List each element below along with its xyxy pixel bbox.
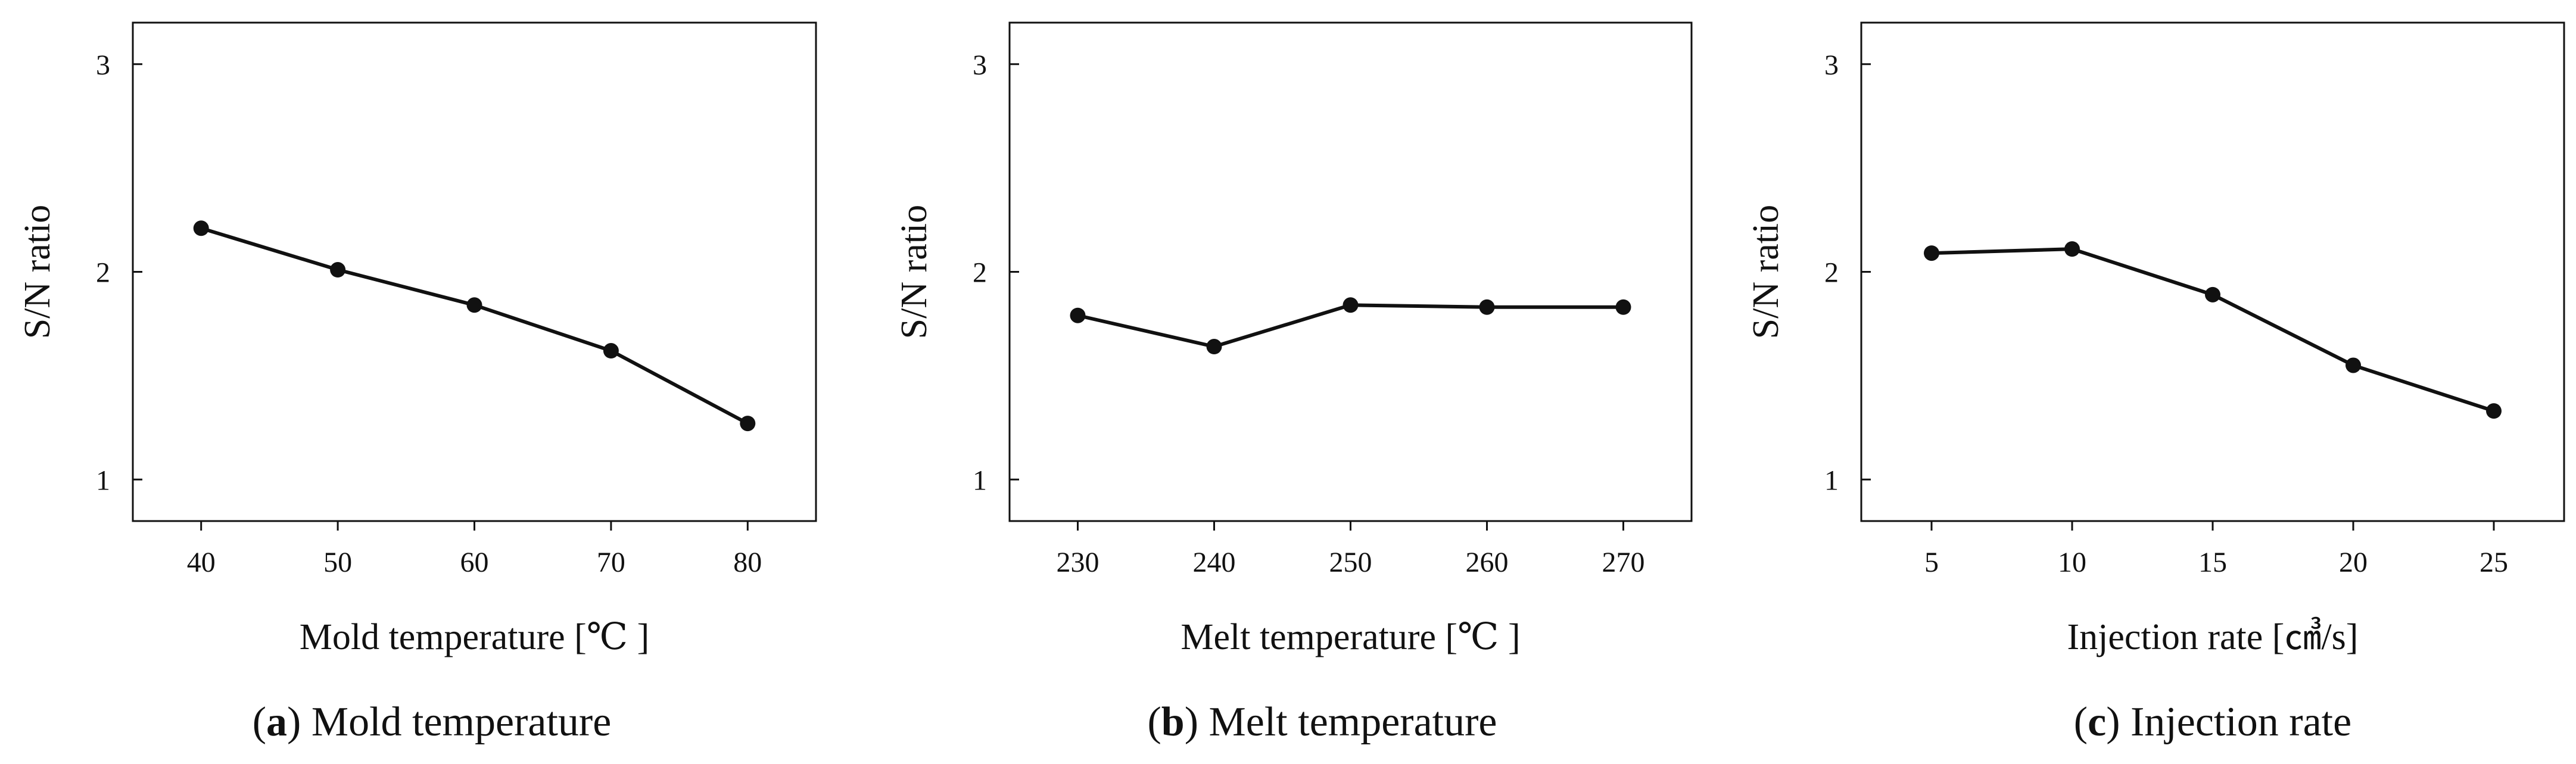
data-point	[1615, 299, 1631, 315]
x-tick-label: 240	[1193, 547, 1236, 578]
x-tick-label: 40	[187, 547, 216, 578]
caption-letter: c	[2088, 699, 2106, 745]
data-point	[2064, 241, 2080, 257]
panel-caption: (b) Melt temperature	[1147, 699, 1497, 745]
x-tick-label: 60	[460, 547, 489, 578]
y-axis-label: S/N ratio	[894, 205, 935, 339]
panel-caption: (c) Injection rate	[2074, 699, 2351, 745]
chart-panel-a: 1 2 3 40 50 60 70 80 Mold temperature [℃ ] S/N ra…	[17, 21, 817, 745]
x-tick-label: 20	[2339, 547, 2368, 578]
x-tick-label: 270	[1602, 547, 1645, 578]
caption-text: ) Mold temperature	[287, 699, 611, 745]
y-tick-label: 2	[1824, 257, 1839, 289]
plot-frame	[132, 21, 817, 522]
data-point	[1070, 307, 1086, 323]
caption-letter: b	[1161, 699, 1185, 745]
y-tick-label: 3	[973, 49, 987, 81]
x-tick-label: 70	[597, 547, 625, 578]
x-tick-label: 5	[1924, 547, 1939, 578]
x-axis-label: Mold temperature [℃ ]	[300, 617, 650, 657]
caption-letter: a	[266, 699, 287, 745]
x-axis-label: Melt temperature [℃ ]	[1180, 617, 1520, 657]
y-tick-label: 1	[1824, 464, 1839, 496]
data-point	[603, 343, 619, 359]
x-axis-label: Injection rate [㎤/s]	[2067, 616, 2359, 657]
caption-text: ) Melt temperature	[1185, 699, 1497, 745]
data-point	[2346, 357, 2361, 373]
x-tick-label: 10	[2058, 547, 2086, 578]
y-tick-label: 1	[973, 464, 987, 496]
x-tick-label: 80	[733, 547, 762, 578]
data-point	[2205, 286, 2220, 303]
data-point	[2486, 403, 2502, 419]
series-line	[1931, 247, 2494, 413]
data-point	[1924, 245, 1939, 261]
chart-panel-c: 1 2 3 5 10 15 20 25 Injection rate [㎤/s] S/N rati…	[1746, 21, 2565, 745]
y-tick-label: 1	[96, 464, 110, 496]
data-point	[740, 416, 756, 432]
x-tick-label: 250	[1329, 547, 1372, 578]
x-tick-label: 50	[323, 547, 352, 578]
data-point	[1206, 339, 1222, 355]
data-point	[466, 297, 482, 313]
data-point	[330, 262, 346, 278]
panel-caption: (a) Mold temperature	[253, 699, 612, 745]
data-point	[193, 220, 209, 236]
y-tick-label: 2	[96, 257, 110, 289]
data-point	[1479, 299, 1495, 315]
y-tick-label: 3	[1824, 49, 1839, 81]
chart-panel-b: 1 2 3 230 240 250 260 270 Melt temperature [℃ ] S…	[894, 21, 1693, 745]
caption-text: ) Injection rate	[2106, 699, 2351, 745]
x-tick-label: 15	[2198, 547, 2227, 578]
series-line	[200, 226, 749, 425]
data-point	[1342, 297, 1359, 313]
plot-frame	[1008, 21, 1693, 522]
y-axis-label: S/N ratio	[1746, 205, 1786, 339]
y-tick-label: 2	[973, 257, 987, 289]
x-tick-label: 230	[1057, 547, 1099, 578]
x-tick-label: 260	[1466, 547, 1509, 578]
plot-frame	[1860, 21, 2565, 522]
y-axis-label: S/N ratio	[17, 205, 58, 339]
y-tick-label: 3	[96, 49, 110, 81]
x-tick-label: 25	[2480, 547, 2508, 578]
